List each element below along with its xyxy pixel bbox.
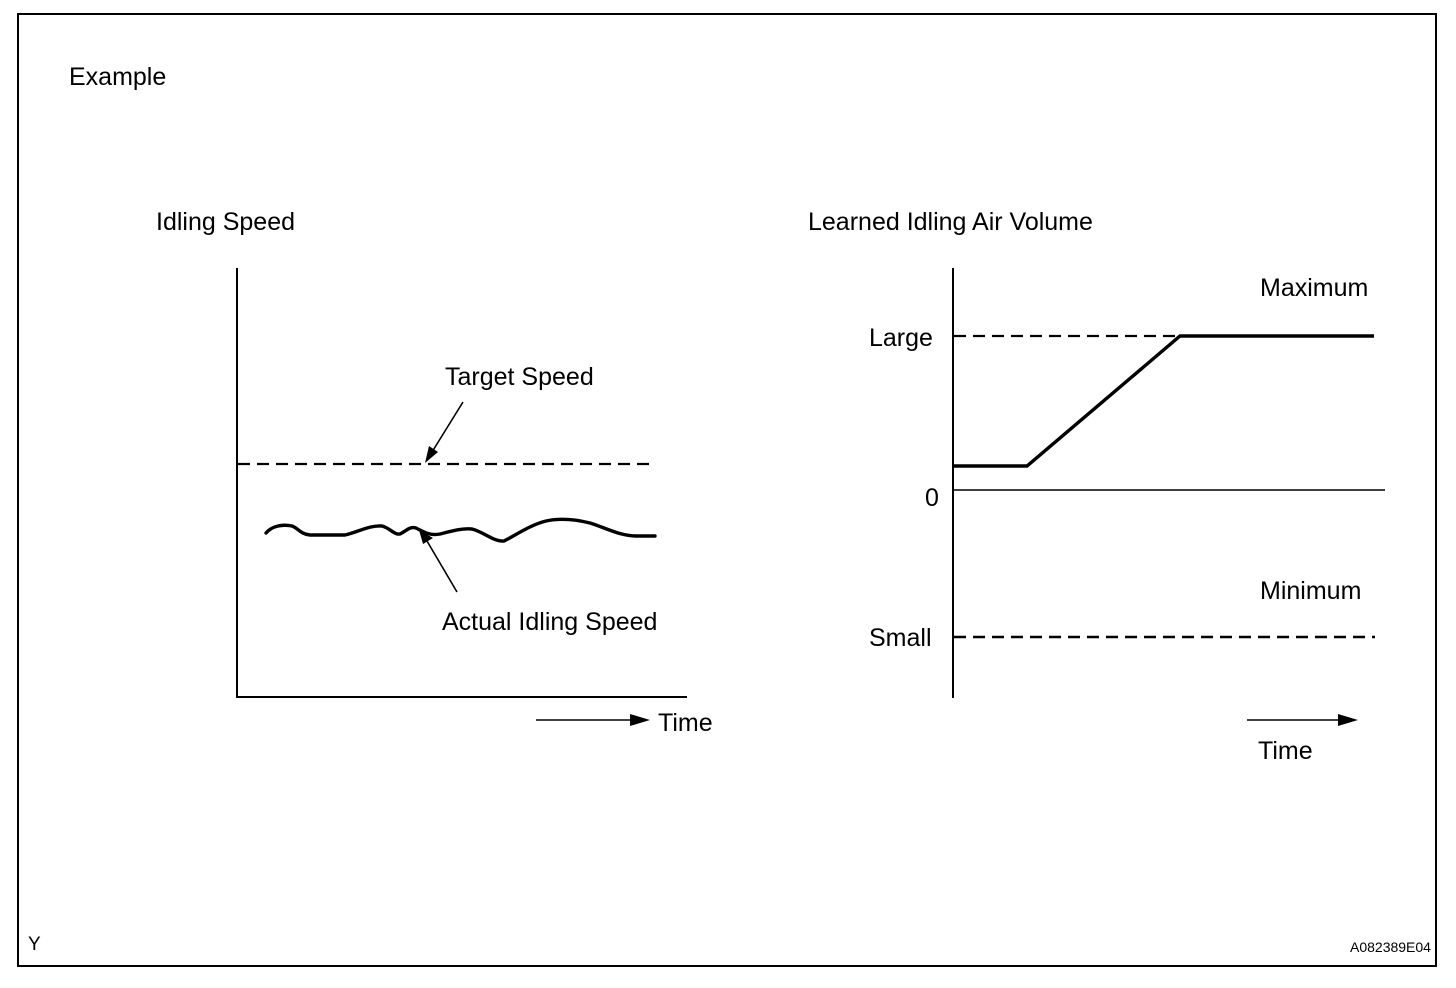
figure-frame [17,13,1437,967]
actual-pointer-arrowhead [419,530,433,544]
right-time-label: Time [1258,737,1313,765]
target-speed-label: Target Speed [445,363,594,391]
small-label: Small [869,624,932,652]
large-label: Large [869,324,933,352]
left-time-label: Time [658,709,713,737]
minimum-label: Minimum [1260,577,1362,605]
right-time-arrowhead [1338,714,1358,726]
actual-pointer-line [426,540,458,593]
figure-code: A082389E04 [1350,939,1431,955]
learned-air-volume-line [954,334,1374,468]
example-label: Example [69,63,167,91]
zero-label: 0 [925,484,939,512]
target-pointer-arrowhead [425,446,438,463]
left-time-arrowhead [630,714,650,726]
actual-idling-speed-curve [264,517,657,543]
left-chart-title: Idling Speed [156,208,296,236]
maximum-label: Maximum [1260,274,1369,302]
right-chart-title: Learned Idling Air Volume [808,208,1093,236]
target-pointer-line [431,401,464,453]
actual-idling-speed-label: Actual Idling Speed [442,608,658,636]
corner-left-marker: Y [28,934,41,955]
